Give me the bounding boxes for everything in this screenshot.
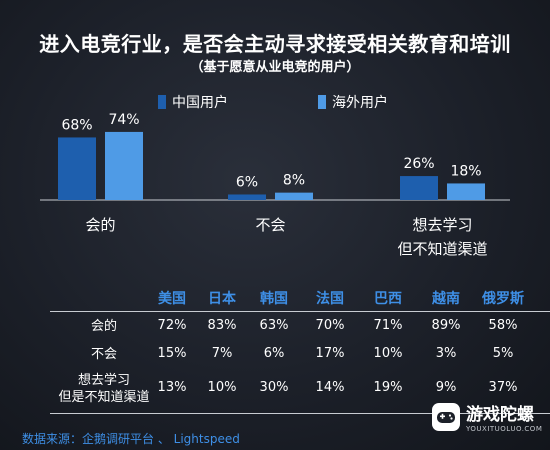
legend-label-overseas: 海外用户 [332,95,388,111]
table-cell-2-6: 37% [488,380,518,395]
row-label-1: 不会 [44,346,164,363]
row-label-2: 想去学习但是不知道渠道 [44,372,164,406]
legend-label-china: 中国用户 [172,95,228,111]
row-label-line-0-0: 会的 [90,319,117,334]
data-label-china-1: 6% [236,174,258,190]
data-label-overseas-0: 74% [108,112,139,128]
table-cell-0-6: 58% [488,318,518,333]
table-cell-0-3: 70% [315,318,345,333]
bar-china-1 [228,194,266,200]
table-cell-1-3: 17% [315,346,345,361]
gamepad-logo-icon [432,402,460,431]
watermark-cn: 游戏陀螺 [466,405,534,425]
table-cell-0-4: 71% [373,318,403,333]
row-label-line-2-0: 想去学习 [77,373,130,388]
watermark: 游戏陀螺 YOUXITUOLUO.COM [430,400,542,433]
data-label-china-0: 68% [61,117,92,133]
chart-title: 进入电竞行业，是否会主动寻求接受相关教育和培训 [39,32,511,56]
table-cell-0-5: 89% [431,318,461,333]
legend-item-china: 中国用户 [158,92,228,112]
column-header-2: 韩国 [260,291,288,307]
bar-overseas-2 [447,183,485,200]
watermark-text: 游戏陀螺 YOUXITUOLUO.COM [466,400,542,433]
legend-swatch-overseas [318,95,326,109]
table-cell-0-0: 72% [157,318,187,333]
table-cell-1-0: 15% [157,346,187,361]
column-header-0: 美国 [158,291,186,307]
category-label-1-0: 不会 [255,216,285,234]
table-cell-1-6: 5% [492,346,514,361]
data-source: 数据来源：企鹅调研平台 、 Lightspeed [22,432,240,446]
table-cell-1-4: 10% [373,346,403,361]
column-header-1: 日本 [208,291,236,307]
data-label-china-2: 26% [403,156,434,172]
data-label-overseas-1: 8% [283,173,305,189]
table-cell-1-1: 7% [211,346,233,361]
table-bottom-rule [50,413,550,414]
bar-china-0 [58,137,96,200]
column-header-3: 法国 [316,291,344,307]
table-cell-2-4: 19% [373,380,403,395]
data-label-overseas-2: 18% [450,163,481,179]
row-label-0: 会的 [44,318,164,335]
category-label-0-0: 会的 [85,216,115,234]
category-label-2-0: 想去学习 [412,216,472,234]
category-label-2-1: 但不知道渠道 [397,240,487,258]
table-cell-2-1: 10% [207,380,237,395]
column-header-6: 俄罗斯 [482,291,524,307]
table-cell-2-5: 9% [435,380,457,395]
row-label-line-1-0: 不会 [90,347,117,362]
table-top-rule [50,311,550,312]
table-cell-0-2: 63% [259,318,289,333]
bar-china-2 [400,176,438,200]
table-cell-1-2: 6% [263,346,285,361]
row-label-line-2-1: 但是不知道渠道 [58,390,150,405]
table-cell-2-3: 14% [315,380,345,395]
table-cell-1-5: 3% [435,346,457,361]
column-header-5: 越南 [432,291,460,307]
table-cell-2-2: 30% [259,380,289,395]
bar-overseas-1 [275,192,313,200]
table-cell-0-1: 83% [207,318,237,333]
watermark-en: YOUXITUOLUO.COM [466,425,543,433]
table-cell-2-0: 13% [157,380,187,395]
column-header-4: 巴西 [374,291,402,307]
legend-item-overseas: 海外用户 [318,92,388,112]
legend-swatch-china [158,95,166,109]
bar-overseas-0 [105,131,143,200]
chart-subtitle: （基于愿意从业电竞的用户） [190,60,360,75]
